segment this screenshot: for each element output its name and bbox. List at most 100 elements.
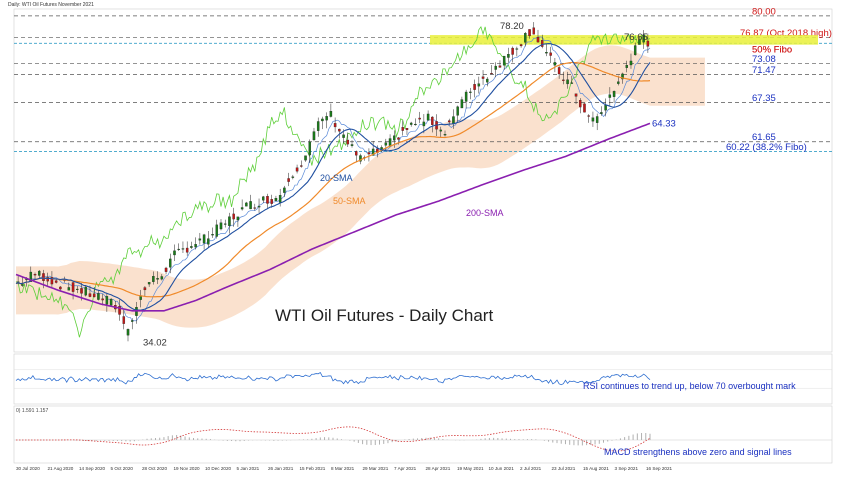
candle-body: [617, 81, 620, 84]
candle-body: [143, 287, 147, 291]
candle-body: [583, 103, 586, 113]
candle-body: [312, 131, 316, 141]
candle-body: [566, 79, 569, 85]
x-tick-label: 3 Sep 2021: [615, 466, 639, 471]
candle-body: [71, 282, 75, 292]
candle-body: [118, 306, 121, 315]
candle-body: [84, 286, 87, 296]
candle-body: [443, 134, 447, 136]
x-tick-label: 26 Jan 2021: [268, 466, 294, 471]
x-tick-label: 28 Oct 2020: [142, 466, 167, 471]
candle-body: [502, 55, 506, 66]
x-tick-label: 15 Feb 2021: [300, 466, 326, 471]
rsi-annotation: RSI continues to trend up, below 70 over…: [583, 381, 796, 391]
sma-50-label: 50-SMA: [333, 196, 366, 206]
candle-body: [122, 316, 126, 324]
candle-body: [37, 270, 41, 276]
candle-body: [426, 113, 430, 121]
candle-body: [207, 238, 210, 245]
candle-body: [287, 178, 290, 182]
candle-body: [283, 187, 286, 193]
candle-body: [574, 93, 578, 97]
candle-body: [67, 287, 71, 291]
candle-body: [342, 134, 345, 138]
x-tick-label: 28 Apr 2021: [426, 466, 451, 471]
candle-body: [59, 286, 62, 290]
x-tick-label: 8 Mar 2021: [331, 466, 355, 471]
candle-body: [253, 207, 257, 209]
x-tick-label: 5 Jan 2021: [237, 466, 260, 471]
moving-averages: [15, 43, 651, 312]
candle-body: [625, 65, 629, 68]
candle-body: [469, 91, 472, 93]
candle-body: [232, 213, 235, 220]
candle-body: [270, 199, 273, 204]
macd-signal-line: [16, 426, 651, 452]
candle-body: [562, 79, 565, 81]
candle-body: [591, 117, 595, 122]
candle-body: [92, 293, 96, 298]
candle-body: [549, 52, 552, 56]
candle-body: [46, 277, 49, 282]
x-tick-label: 7 Apr 2021: [394, 466, 417, 471]
level-label: 61.65: [752, 132, 776, 143]
sma-20-label: 20-SMA: [320, 173, 353, 183]
x-tick-label: 21 Aug 2020: [48, 466, 74, 471]
ichimoku-cloud: [16, 45, 705, 328]
candle-body: [401, 127, 404, 131]
sma-200-label: 200-SMA: [466, 208, 504, 218]
x-tick-label: 29 Mar 2021: [363, 466, 389, 471]
candle-body: [54, 280, 58, 283]
candle-body: [169, 258, 172, 268]
candle-body: [532, 27, 536, 35]
annotations: 78.20 76.65 34.02 64.33 20-SMA 50-SMA 200-SMA: [143, 21, 676, 348]
candle-body: [545, 52, 548, 54]
x-tick-label: 10 Jun 2021: [489, 466, 515, 471]
candle-body: [557, 67, 561, 75]
chart-info: Daily: WTI Oil Futures November 2021: [8, 2, 94, 8]
candle-body: [447, 120, 451, 123]
candle-body: [101, 298, 104, 301]
candle-body: [511, 47, 514, 55]
candle-body: [50, 277, 54, 285]
x-tick-label: 2 Jul 2021: [520, 466, 542, 471]
candle-body: [333, 123, 337, 128]
candle-body: [152, 276, 155, 282]
candle-body: [42, 273, 45, 281]
candle-body: [579, 99, 582, 108]
candle-body: [329, 110, 333, 117]
candle-body: [126, 329, 130, 336]
candle-body: [321, 118, 324, 122]
rsi-line: [15, 371, 651, 386]
candle-body: [473, 84, 476, 90]
candle-body: [80, 288, 83, 294]
cloud-area: [16, 45, 705, 328]
candle-body: [388, 138, 392, 146]
candle-body: [350, 144, 354, 146]
sma-50-line: [15, 61, 651, 298]
candle-body: [439, 129, 443, 132]
candle-body: [266, 196, 269, 204]
candle-body: [422, 121, 426, 127]
level-label: 71.47: [752, 65, 776, 76]
candle-body: [464, 91, 468, 102]
candle-body: [147, 282, 151, 285]
candle-body: [291, 176, 295, 178]
candle-body: [105, 296, 109, 305]
candle-body: [338, 128, 341, 132]
candle-body: [621, 73, 624, 80]
x-tick-label: 19 Nov 2020: [174, 466, 200, 471]
candle-body: [629, 60, 633, 66]
price-panel-frame: [13, 8, 833, 353]
x-tick-label: 10 Dec 2020: [205, 466, 231, 471]
candle-body: [249, 201, 252, 210]
candle-body: [274, 198, 278, 201]
candle-body: [173, 250, 176, 256]
candle-body: [384, 142, 388, 146]
level-label: 67.35: [752, 93, 776, 104]
candle-body: [245, 202, 248, 207]
candle-body: [528, 29, 531, 37]
candle-body: [228, 216, 231, 226]
ichimoku-lines: [15, 25, 651, 338]
